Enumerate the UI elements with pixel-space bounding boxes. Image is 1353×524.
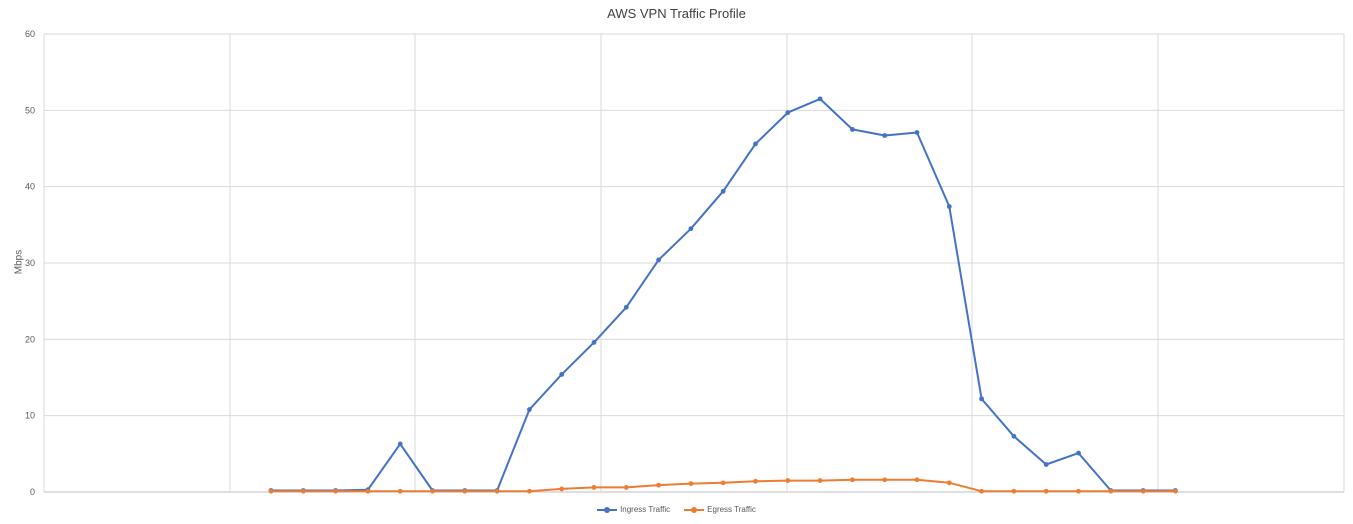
data-point-ingress	[914, 130, 920, 135]
legend-swatch-egress	[684, 506, 705, 514]
data-point-egress	[688, 481, 694, 487]
legend-item-egress: Egress Traffic	[684, 505, 756, 514]
legend-label-ingress: Ingress Traffic	[620, 505, 671, 514]
legend: Ingress Traffic Egress Traffic	[0, 505, 1353, 514]
data-point-ingress	[850, 127, 855, 132]
chart-title: AWS VPN Traffic Profile	[607, 6, 746, 21]
data-point-egress	[979, 488, 984, 494]
legend-swatch-ingress	[597, 506, 618, 514]
data-point-ingress	[591, 339, 597, 345]
data-point-ingress	[1011, 433, 1017, 439]
data-point-egress	[1108, 488, 1114, 494]
data-point-egress	[946, 480, 952, 486]
data-point-egress	[559, 486, 565, 492]
data-point-ingress	[397, 441, 403, 447]
data-point-egress	[268, 488, 274, 494]
data-point-egress	[300, 488, 306, 494]
data-point-egress	[365, 488, 371, 494]
legend-label-egress: Egress Traffic	[707, 505, 756, 514]
data-point-ingress	[882, 133, 888, 138]
y-tick-label: 10	[25, 411, 35, 421]
data-point-egress	[462, 488, 468, 494]
y-tick-label: 40	[25, 182, 35, 192]
data-point-ingress	[656, 257, 661, 263]
y-tick-label: 20	[25, 334, 35, 344]
y-tick-label: 30	[25, 258, 35, 268]
data-point-egress	[494, 488, 500, 494]
data-point-egress	[1076, 488, 1081, 494]
legend-dot-egress	[691, 506, 698, 513]
data-point-ingress	[979, 396, 984, 402]
data-point-egress	[623, 485, 629, 490]
data-point-egress	[785, 478, 791, 483]
data-point-egress	[333, 488, 338, 494]
data-point-ingress	[1043, 462, 1049, 467]
data-point-egress	[720, 480, 726, 486]
data-point-ingress	[559, 372, 565, 377]
data-point-egress	[591, 485, 597, 490]
data-point-egress	[1043, 488, 1049, 494]
data-point-egress	[1173, 488, 1178, 494]
series-line-ingress	[270, 97, 1177, 492]
data-point-ingress	[623, 304, 629, 310]
data-point-ingress	[527, 407, 532, 412]
data-point-egress	[1011, 488, 1017, 494]
legend-item-ingress: Ingress Traffic	[597, 505, 670, 514]
data-point-egress	[882, 477, 888, 483]
data-point-ingress	[1076, 450, 1081, 456]
data-point-egress	[850, 477, 855, 483]
data-point-egress	[430, 488, 435, 494]
data-point-egress	[753, 478, 758, 484]
data-point-egress	[656, 482, 661, 488]
data-point-egress	[527, 488, 532, 494]
data-point-ingress	[817, 96, 823, 102]
data-point-egress	[914, 477, 920, 483]
data-point-egress	[397, 488, 403, 494]
data-point-ingress	[946, 204, 952, 209]
y-tick-label: 60	[25, 29, 35, 39]
data-point-ingress	[720, 188, 726, 194]
y-tick-label: 50	[25, 105, 35, 115]
legend-dot-ingress	[604, 506, 611, 513]
y-tick-label: 0	[30, 487, 35, 497]
data-point-egress	[1140, 488, 1146, 494]
data-point-ingress	[785, 110, 791, 116]
data-point-ingress	[688, 226, 694, 232]
data-point-ingress	[753, 141, 758, 147]
data-point-egress	[817, 478, 823, 483]
